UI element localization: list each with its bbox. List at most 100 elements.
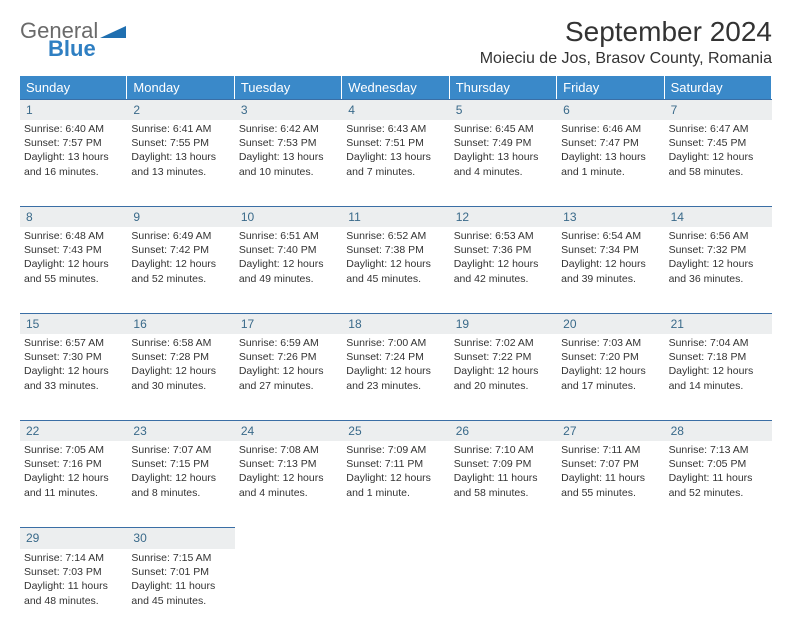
sunset-text: Sunset: 7:43 PM (24, 243, 123, 257)
daylight-text: Daylight: 12 hours (131, 257, 230, 271)
daylight-text: Daylight: 12 hours (454, 364, 553, 378)
location-subtitle: Moieciu de Jos, Brasov County, Romania (480, 50, 772, 68)
daylight-text: and 27 minutes. (239, 379, 338, 393)
daylight-text: and 17 minutes. (561, 379, 660, 393)
day-cell: Sunrise: 7:07 AMSunset: 7:15 PMDaylight:… (127, 441, 234, 527)
sunrise-text: Sunrise: 6:57 AM (24, 336, 123, 350)
day-number: 22 (20, 420, 127, 441)
sunrise-text: Sunrise: 6:45 AM (454, 122, 553, 136)
daylight-text: and 1 minute. (561, 165, 660, 179)
sunrise-text: Sunrise: 7:07 AM (131, 443, 230, 457)
sunrise-text: Sunrise: 7:10 AM (454, 443, 553, 457)
daylight-text: Daylight: 12 hours (561, 257, 660, 271)
sunrise-text: Sunrise: 7:13 AM (669, 443, 768, 457)
sunrise-text: Sunrise: 6:54 AM (561, 229, 660, 243)
sunset-text: Sunset: 7:28 PM (131, 350, 230, 364)
daylight-text: and 49 minutes. (239, 272, 338, 286)
day-number: 1 (20, 99, 127, 120)
daylight-text: Daylight: 12 hours (669, 364, 768, 378)
day-cell: Sunrise: 7:02 AMSunset: 7:22 PMDaylight:… (450, 334, 557, 420)
day-cell: Sunrise: 6:56 AMSunset: 7:32 PMDaylight:… (665, 227, 772, 313)
daylight-text: Daylight: 13 hours (24, 150, 123, 164)
title-block: September 2024 Moieciu de Jos, Brasov Co… (480, 16, 772, 68)
page-header: General Blue September 2024 Moieciu de J… (20, 16, 772, 68)
day-number: 13 (557, 206, 664, 227)
day-number: 15 (20, 313, 127, 334)
day-number: 27 (557, 420, 664, 441)
day-cell: Sunrise: 6:53 AMSunset: 7:36 PMDaylight:… (450, 227, 557, 313)
sunset-text: Sunset: 7:42 PM (131, 243, 230, 257)
brand-logo: General Blue (20, 20, 126, 60)
month-title: September 2024 (480, 16, 772, 48)
day-number: 11 (342, 206, 449, 227)
sunrise-text: Sunrise: 6:56 AM (669, 229, 768, 243)
day-cell: Sunrise: 6:59 AMSunset: 7:26 PMDaylight:… (235, 334, 342, 420)
day-number: 25 (342, 420, 449, 441)
day-cell: Sunrise: 6:42 AMSunset: 7:53 PMDaylight:… (235, 120, 342, 206)
sunrise-text: Sunrise: 7:00 AM (346, 336, 445, 350)
sunrise-text: Sunrise: 7:04 AM (669, 336, 768, 350)
sunset-text: Sunset: 7:32 PM (669, 243, 768, 257)
day-cell: Sunrise: 6:40 AMSunset: 7:57 PMDaylight:… (20, 120, 127, 206)
day-cell: Sunrise: 6:57 AMSunset: 7:30 PMDaylight:… (20, 334, 127, 420)
daylight-text: Daylight: 12 hours (131, 471, 230, 485)
day-number: 14 (665, 206, 772, 227)
empty-cell (342, 549, 449, 635)
day-cell: Sunrise: 6:54 AMSunset: 7:34 PMDaylight:… (557, 227, 664, 313)
daylight-text: Daylight: 12 hours (24, 257, 123, 271)
daylight-text: Daylight: 12 hours (346, 364, 445, 378)
sunrise-text: Sunrise: 6:58 AM (131, 336, 230, 350)
day-of-week-header: Sunday (20, 76, 127, 99)
day-number: 3 (235, 99, 342, 120)
logo-triangle-icon (100, 24, 126, 38)
day-cell: Sunrise: 7:13 AMSunset: 7:05 PMDaylight:… (665, 441, 772, 527)
sunrise-text: Sunrise: 6:46 AM (561, 122, 660, 136)
sunset-text: Sunset: 7:30 PM (24, 350, 123, 364)
daylight-text: Daylight: 12 hours (239, 257, 338, 271)
day-number: 4 (342, 99, 449, 120)
daylight-text: and 8 minutes. (131, 486, 230, 500)
empty-cell (450, 549, 557, 635)
sunset-text: Sunset: 7:36 PM (454, 243, 553, 257)
daylight-text: and 58 minutes. (454, 486, 553, 500)
daylight-text: and 39 minutes. (561, 272, 660, 286)
sunset-text: Sunset: 7:22 PM (454, 350, 553, 364)
sunset-text: Sunset: 7:57 PM (24, 136, 123, 150)
daylight-text: and 55 minutes. (24, 272, 123, 286)
sunrise-text: Sunrise: 6:42 AM (239, 122, 338, 136)
logo-text-block: General Blue (20, 20, 126, 60)
sunset-text: Sunset: 7:16 PM (24, 457, 123, 471)
sunset-text: Sunset: 7:47 PM (561, 136, 660, 150)
day-number: 12 (450, 206, 557, 227)
daylight-text: Daylight: 12 hours (131, 364, 230, 378)
sunset-text: Sunset: 7:40 PM (239, 243, 338, 257)
daylight-text: Daylight: 12 hours (669, 257, 768, 271)
daylight-text: Daylight: 12 hours (239, 364, 338, 378)
daylight-text: Daylight: 11 hours (24, 579, 123, 593)
sunrise-text: Sunrise: 6:48 AM (24, 229, 123, 243)
day-number: 29 (20, 527, 127, 549)
day-of-week-header: Thursday (450, 76, 557, 99)
daylight-text: and 7 minutes. (346, 165, 445, 179)
day-cell: Sunrise: 7:11 AMSunset: 7:07 PMDaylight:… (557, 441, 664, 527)
daylight-text: Daylight: 11 hours (131, 579, 230, 593)
daylight-text: Daylight: 12 hours (454, 257, 553, 271)
sunset-text: Sunset: 7:49 PM (454, 136, 553, 150)
day-number: 26 (450, 420, 557, 441)
daylight-text: and 1 minute. (346, 486, 445, 500)
daylight-text: and 55 minutes. (561, 486, 660, 500)
sunset-text: Sunset: 7:13 PM (239, 457, 338, 471)
day-cell: Sunrise: 6:47 AMSunset: 7:45 PMDaylight:… (665, 120, 772, 206)
day-cell: Sunrise: 7:00 AMSunset: 7:24 PMDaylight:… (342, 334, 449, 420)
sunset-text: Sunset: 7:45 PM (669, 136, 768, 150)
day-cell: Sunrise: 6:51 AMSunset: 7:40 PMDaylight:… (235, 227, 342, 313)
daylight-text: Daylight: 13 hours (454, 150, 553, 164)
day-cell: Sunrise: 6:43 AMSunset: 7:51 PMDaylight:… (342, 120, 449, 206)
daylight-text: Daylight: 12 hours (669, 150, 768, 164)
sunrise-text: Sunrise: 7:05 AM (24, 443, 123, 457)
sunset-text: Sunset: 7:18 PM (669, 350, 768, 364)
daylight-text: Daylight: 12 hours (239, 471, 338, 485)
day-of-week-header: Monday (127, 76, 234, 99)
day-cell: Sunrise: 6:49 AMSunset: 7:42 PMDaylight:… (127, 227, 234, 313)
sunrise-text: Sunrise: 7:08 AM (239, 443, 338, 457)
